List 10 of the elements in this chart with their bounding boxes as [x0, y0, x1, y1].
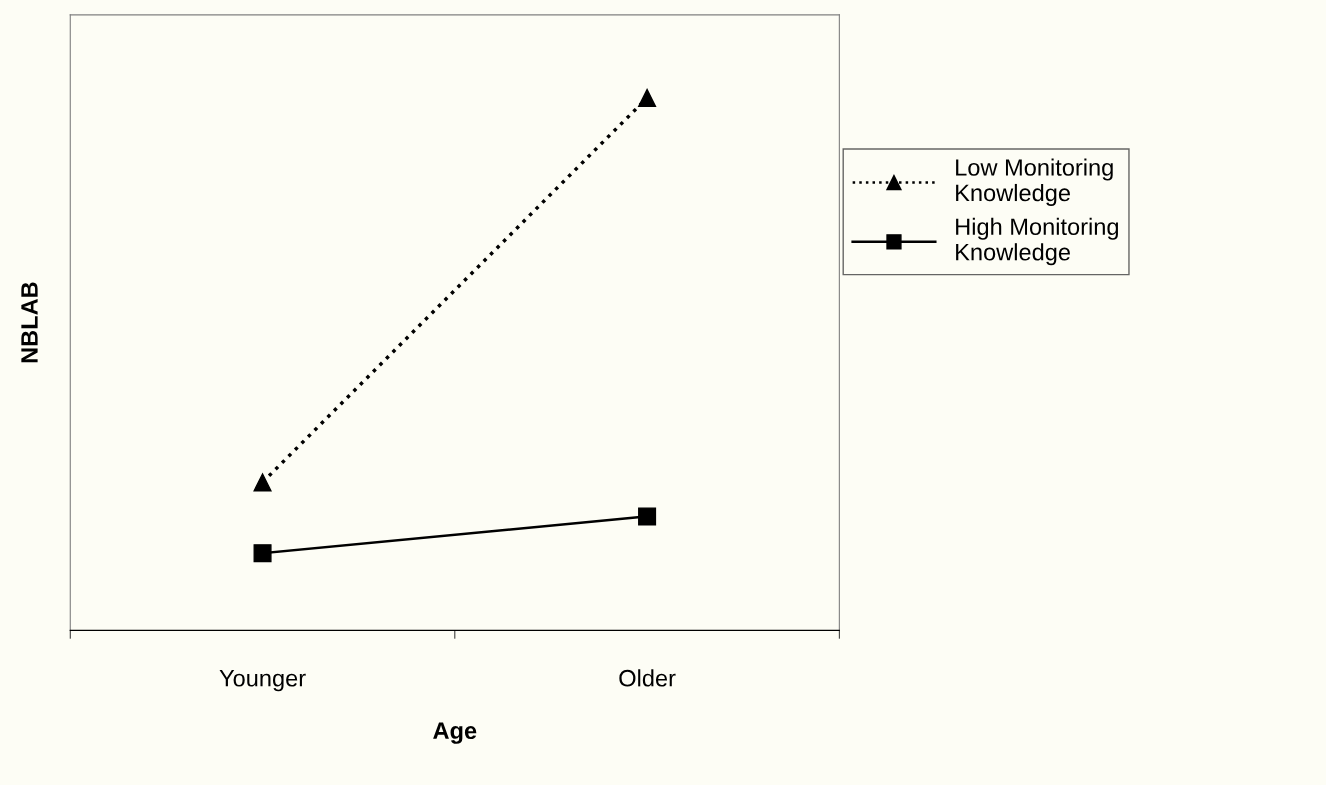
- point: [253, 544, 272, 563]
- point: [638, 507, 657, 526]
- point: [638, 88, 657, 107]
- legend-label: Low Monitoring Knowledge: [956, 158, 1113, 206]
- x-tick-label: Younger: [219, 670, 306, 692]
- x-axis-title: Age: [433, 722, 477, 744]
- legend-label: High Monitoring Knowledge: [956, 217, 1119, 266]
- y-axis-title: NBLAB: [21, 282, 38, 363]
- point: [253, 473, 272, 492]
- x-tick-label: Older: [619, 669, 676, 687]
